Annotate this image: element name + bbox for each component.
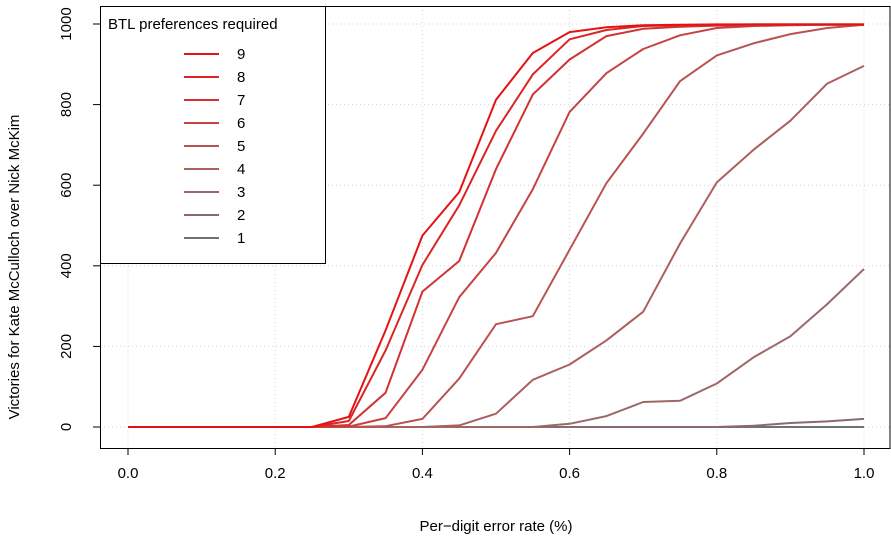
series-line-3 (128, 268, 865, 428)
legend-label-7: 7 (237, 92, 245, 109)
y-tick-label: 200 (58, 334, 75, 359)
y-tick-label: 800 (58, 92, 75, 117)
legend: BTL preferences required 9 8 7 6 5 4 3 2 1 (100, 6, 326, 264)
x-tick-label: 0.6 (559, 465, 580, 482)
legend-label-4: 4 (237, 161, 245, 178)
legend-label-9: 9 (237, 46, 245, 63)
legend-label-1: 1 (237, 230, 245, 247)
x-tick-label: 0.8 (706, 465, 727, 482)
x-tick-label: 0.2 (265, 465, 286, 482)
legend-label-5: 5 (237, 138, 245, 155)
series-lines (128, 23, 865, 428)
y-tick-label: 600 (58, 173, 75, 198)
y-tick-label: 1000 (58, 7, 75, 40)
series-line-2 (128, 417, 865, 428)
x-tick-label: 0.0 (118, 465, 139, 482)
legend-label-8: 8 (237, 69, 245, 86)
legend-label-3: 3 (237, 184, 245, 201)
legend-label-2: 2 (237, 207, 245, 224)
legend-box (100, 6, 326, 264)
series-line-9 (128, 23, 864, 428)
x-tick-label: 1.0 (854, 465, 875, 482)
y-tick-label: 400 (58, 253, 75, 278)
x-tick-label: 0.4 (412, 465, 433, 482)
y-tick-label: 0 (58, 423, 75, 431)
y-axis-title: Victories for Kate McCulloch over Nick M… (6, 115, 23, 420)
axes: 0.0 0.2 0.4 0.6 0.8 1.0 0 200 400 600 800 1000 (58, 6, 891, 482)
x-axis-title: Per−digit error rate (%) (420, 518, 573, 535)
legend-label-6: 6 (237, 115, 245, 132)
legend-title: BTL preferences required (108, 16, 278, 33)
